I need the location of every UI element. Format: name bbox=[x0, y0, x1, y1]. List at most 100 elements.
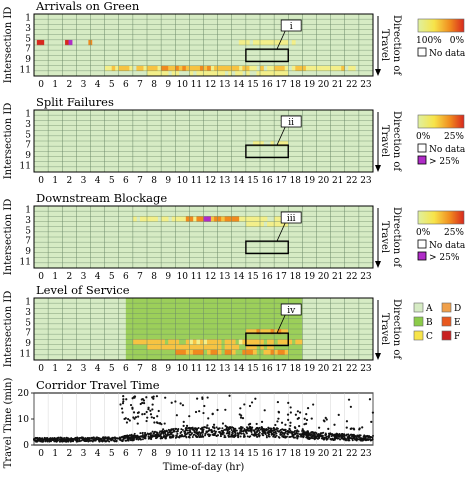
x-tick-label: 5 bbox=[109, 272, 115, 282]
direction-arrow-head bbox=[375, 261, 381, 268]
heatmap-cell bbox=[238, 216, 243, 222]
heatmap-cell bbox=[136, 65, 141, 72]
scatter-point bbox=[330, 438, 333, 441]
y-tick-label: 7 bbox=[25, 45, 31, 55]
heatmap-cell bbox=[217, 216, 222, 222]
scatter-point bbox=[36, 436, 39, 439]
heatmap-cell bbox=[139, 65, 144, 72]
scatter-point bbox=[242, 432, 245, 435]
scatter-point bbox=[132, 436, 135, 439]
scatter-point bbox=[239, 407, 242, 410]
legend-swatch bbox=[441, 330, 452, 341]
x-tick-label: 6 bbox=[123, 272, 129, 282]
scatter-point bbox=[240, 430, 243, 433]
y-tick-label: 5 bbox=[25, 226, 31, 236]
scatter-point bbox=[215, 426, 218, 429]
scatter-point bbox=[261, 427, 264, 430]
heatmap-cell bbox=[245, 329, 250, 335]
legend-gradient-bar bbox=[417, 210, 465, 225]
scatter-point bbox=[119, 403, 122, 406]
scatter-point bbox=[362, 435, 365, 438]
scatter-point bbox=[276, 400, 279, 404]
x-tick-label: 10 bbox=[177, 449, 189, 459]
scatter-point bbox=[133, 396, 136, 399]
heatmap-cell bbox=[189, 344, 194, 350]
scatter-point bbox=[211, 431, 214, 434]
plot-frame bbox=[33, 109, 374, 173]
scatter-point bbox=[127, 417, 130, 421]
heatmap-cell bbox=[305, 65, 310, 72]
scatter-point bbox=[221, 422, 225, 425]
scatter-point bbox=[139, 432, 142, 435]
y-tick-label: 1 bbox=[25, 206, 31, 216]
chart-title: Level of Service bbox=[36, 283, 130, 297]
heatmap-cell bbox=[245, 65, 250, 72]
scatter-point bbox=[258, 426, 261, 429]
scatter-point bbox=[308, 432, 311, 435]
heatmap-cell bbox=[260, 141, 264, 147]
heatmap-cell bbox=[175, 70, 180, 77]
scatter-point bbox=[113, 440, 116, 443]
scatter-point bbox=[156, 421, 159, 425]
scatter-point bbox=[163, 431, 166, 434]
y-tick-label: 11 bbox=[20, 65, 31, 75]
callout-pointer bbox=[276, 314, 286, 334]
scatter-point bbox=[227, 434, 230, 437]
heatmap-cell bbox=[178, 216, 183, 222]
y-tick-label: 7 bbox=[25, 141, 31, 151]
scatter-point bbox=[312, 432, 315, 435]
scatter-point bbox=[293, 426, 296, 429]
heatmap-cell bbox=[210, 349, 215, 356]
scatter-point bbox=[219, 432, 222, 435]
heatmap-cell bbox=[154, 216, 158, 222]
scatter-point bbox=[194, 431, 197, 434]
x-tick-label: 1 bbox=[52, 272, 58, 282]
scatter-point bbox=[324, 433, 327, 436]
highlight-box bbox=[245, 144, 289, 159]
x-tick-label: 18 bbox=[290, 449, 302, 459]
x-tick-label: 21 bbox=[332, 176, 343, 186]
scatter-point bbox=[151, 430, 154, 433]
scatter-point bbox=[351, 435, 354, 438]
callout-box bbox=[280, 19, 302, 32]
direction-label: Direction of bbox=[391, 207, 402, 268]
scatter-point bbox=[284, 431, 287, 434]
heatmap-cell bbox=[291, 39, 296, 46]
scatter-point bbox=[203, 426, 206, 429]
direction-label: Travel bbox=[379, 29, 390, 61]
x-tick-label: 13 bbox=[219, 364, 231, 374]
y-tick-label: 11 bbox=[20, 161, 31, 171]
heatmap-cell bbox=[150, 344, 155, 350]
scatter-point bbox=[163, 430, 166, 433]
heatmap-cell bbox=[231, 339, 236, 345]
x-tick-label: 17 bbox=[275, 364, 287, 374]
y-tick-label: 1 bbox=[25, 110, 31, 120]
heatmap-cell bbox=[175, 344, 180, 350]
scatter-point bbox=[248, 436, 251, 439]
heatmap-cell bbox=[267, 349, 271, 356]
scatter-point bbox=[153, 421, 156, 424]
scatter-point bbox=[302, 435, 305, 438]
scatter-point bbox=[336, 433, 339, 436]
scatter-point bbox=[232, 434, 235, 437]
scatter-point bbox=[171, 436, 174, 439]
x-tick-label: 22 bbox=[346, 272, 357, 282]
scatter-point bbox=[122, 395, 125, 398]
heatmap-cell bbox=[154, 344, 158, 350]
heatmap-cell bbox=[249, 344, 254, 350]
heatmap-cell bbox=[281, 39, 286, 46]
heatmap-cell bbox=[175, 339, 180, 345]
scatter-point bbox=[229, 427, 232, 430]
heatmap-cell bbox=[178, 349, 183, 356]
scatter-point bbox=[180, 428, 183, 431]
scatter-point bbox=[155, 395, 159, 398]
x-tick-label: 23 bbox=[360, 80, 372, 90]
legend-low-label: 0% bbox=[416, 228, 431, 238]
scatter-point bbox=[207, 417, 210, 420]
scatter-point bbox=[128, 434, 131, 437]
x-tick-label: 5 bbox=[109, 176, 115, 186]
scatter-point bbox=[344, 438, 347, 441]
heatmap-cell bbox=[171, 344, 176, 350]
scatter-point bbox=[144, 431, 147, 434]
